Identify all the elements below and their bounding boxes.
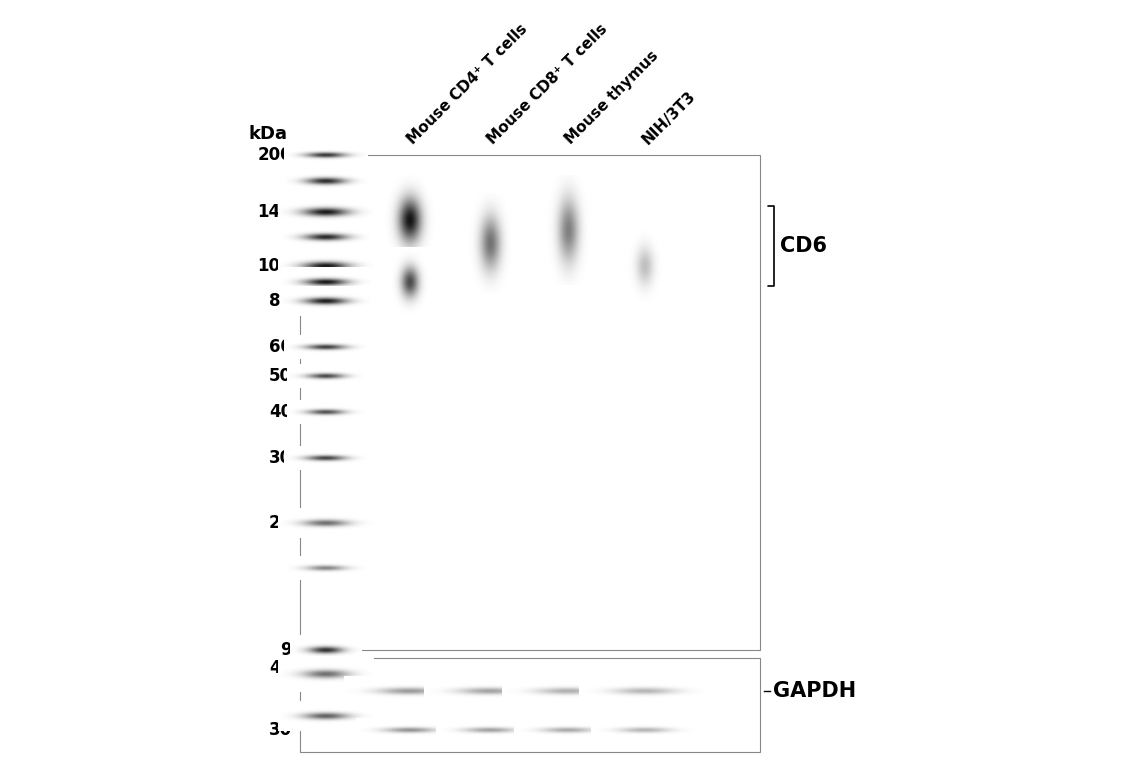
Text: 40: 40 [269, 403, 292, 421]
Bar [300, 658, 760, 752]
Text: 100: 100 [258, 257, 292, 275]
Text: Mouse thymus: Mouse thymus [563, 48, 662, 147]
Bar [300, 155, 760, 650]
Text: 140: 140 [258, 203, 292, 221]
Text: Mouse CD8⁺ T cells: Mouse CD8⁺ T cells [485, 22, 610, 147]
Text: 30: 30 [269, 720, 292, 739]
Text: Mouse CD4⁺ T cells: Mouse CD4⁺ T cells [404, 22, 531, 147]
Text: NIH/3T3: NIH/3T3 [639, 88, 698, 147]
Text: kDa: kDa [248, 125, 288, 143]
Text: 9: 9 [281, 641, 292, 659]
Text: 50: 50 [269, 367, 292, 386]
Text: 60: 60 [269, 338, 292, 356]
Text: 30: 30 [269, 449, 292, 467]
Text: CD6: CD6 [780, 237, 827, 257]
Text: 40: 40 [269, 660, 292, 677]
Text: 200: 200 [258, 146, 292, 164]
Text: 80: 80 [269, 293, 292, 310]
Text: 20: 20 [269, 514, 292, 531]
Text: GAPDH: GAPDH [772, 680, 856, 700]
